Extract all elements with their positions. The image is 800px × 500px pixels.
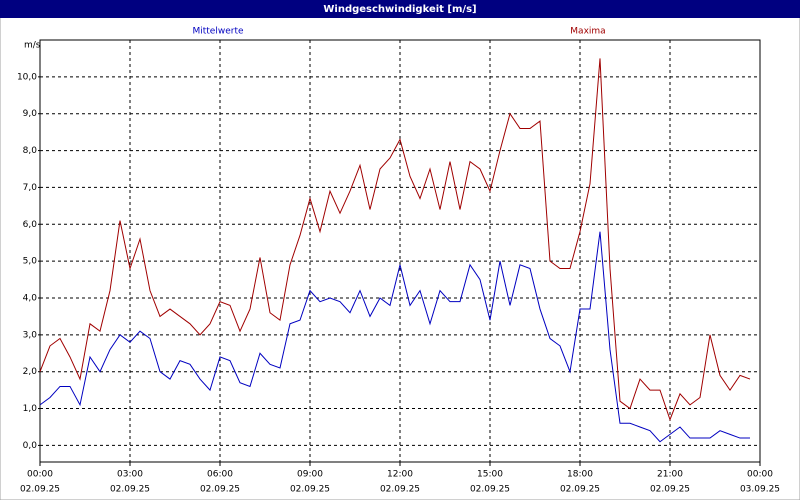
legend-label: Mittelwerte xyxy=(192,27,243,37)
x-tick-date: 02.09.25 xyxy=(290,485,330,495)
x-tick-label: 15:00 xyxy=(477,470,503,480)
x-tick-label: 00:00 xyxy=(27,470,53,480)
y-tick-label: 3,0 xyxy=(23,330,38,340)
series-line xyxy=(39,58,751,422)
x-tick-label: 06:00 xyxy=(207,470,233,480)
x-tick-label: 03:00 xyxy=(117,470,143,480)
y-tick-label: 0,0 xyxy=(23,441,38,451)
legend-label: Maxima xyxy=(570,27,605,37)
y-tick-label: 1,0 xyxy=(23,404,38,414)
x-tick-date: 02.09.25 xyxy=(650,485,690,495)
x-tick-date: 02.09.25 xyxy=(560,485,600,495)
x-tick-label: 21:00 xyxy=(657,470,683,480)
y-tick-label: 6,0 xyxy=(23,220,38,230)
title-bar xyxy=(0,0,800,18)
y-tick-label: 9,0 xyxy=(23,109,38,119)
y-tick-label: 4,0 xyxy=(23,293,38,303)
y-tick-label: 2,0 xyxy=(23,367,38,377)
y-tick-label: 5,0 xyxy=(23,257,38,267)
x-tick-date: 03.09.25 xyxy=(740,485,780,495)
x-tick-date: 02.09.25 xyxy=(200,485,240,495)
y-tick-label: 8,0 xyxy=(23,146,38,156)
y-axis-label: m/s xyxy=(24,41,41,51)
y-tick-label: 7,0 xyxy=(23,183,38,193)
x-tick-date: 02.09.25 xyxy=(20,485,60,495)
x-tick-date: 02.09.25 xyxy=(470,485,510,495)
x-tick-date: 02.09.25 xyxy=(380,485,420,495)
x-tick-date: 02.09.25 xyxy=(110,485,150,495)
x-tick-label: 00:00 xyxy=(747,470,773,480)
series-line xyxy=(39,231,750,443)
x-tick-label: 12:00 xyxy=(387,470,413,480)
x-tick-label: 18:00 xyxy=(567,470,593,480)
chart-title: Windgeschwindigkeit [m/s] xyxy=(323,4,476,15)
x-tick-label: 09:00 xyxy=(297,470,323,480)
y-tick-label: 10,0 xyxy=(17,72,37,82)
